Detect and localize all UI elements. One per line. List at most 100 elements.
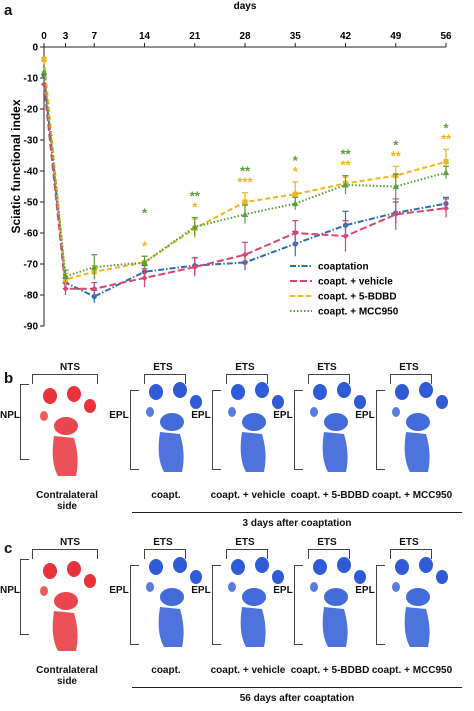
group-underline	[132, 512, 462, 513]
data-point	[241, 211, 249, 217]
significance-orange: *	[142, 238, 148, 253]
group-caption: coapt. + vehicle	[210, 665, 286, 676]
epl-label: EPL	[191, 585, 211, 596]
ets-bracket	[144, 374, 186, 384]
x-axis-label: days	[234, 1, 257, 12]
legend-entry: coapt. + MCC950	[318, 307, 399, 318]
group-time-label: 56 days after coaptation	[239, 693, 355, 704]
x-tick-label: 35	[290, 31, 302, 42]
data-point	[62, 273, 69, 279]
ets-label: ETS	[153, 537, 173, 548]
ets-label: ETS	[399, 537, 419, 548]
series-line-2	[43, 59, 447, 281]
ets-bracket	[390, 549, 432, 559]
data-point	[62, 285, 69, 292]
experimental-footprint	[384, 380, 464, 480]
experimental-footprint	[138, 555, 218, 655]
epl-label: EPL	[191, 410, 211, 421]
y-tick-label: -10	[24, 74, 39, 85]
x-tick-label: 21	[189, 31, 201, 42]
data-point	[191, 223, 198, 230]
epl-label: EPL	[109, 585, 129, 596]
y-tick-label: -90	[24, 322, 39, 333]
panel-letter-a: a	[4, 2, 13, 19]
group-caption: coapt. + MCC950	[371, 490, 453, 501]
contralateral-caption: Contralateral side	[36, 665, 98, 687]
epl-label: EPL	[109, 410, 129, 421]
ets-label: ETS	[235, 362, 255, 373]
y-tick-label: -40	[24, 167, 39, 178]
ets-label: ETS	[153, 362, 173, 373]
legend-entry: coapt. + 5-BDBD	[318, 292, 397, 303]
significance-green: *	[393, 137, 399, 152]
data-point	[141, 274, 148, 281]
epl-bracket	[376, 565, 385, 645]
contralateral-footprint	[32, 559, 112, 659]
ets-label: ETS	[317, 537, 337, 548]
ets-label: ETS	[317, 362, 337, 373]
legend-entry: coaptation	[318, 262, 369, 273]
epl-bracket	[294, 565, 303, 645]
data-point	[242, 251, 248, 258]
y-tick-label: 0	[32, 43, 38, 54]
data-point	[91, 285, 98, 292]
data-point	[443, 159, 449, 165]
nts-bracket	[32, 549, 98, 559]
panel-letter-c: c	[4, 540, 13, 557]
x-tick-label: 42	[340, 31, 352, 42]
data-point	[91, 263, 98, 270]
epl-label: EPL	[273, 410, 293, 421]
contralateral-caption: Contralateral side	[36, 490, 98, 512]
y-tick-label: -70	[24, 260, 39, 271]
significance-green: **	[240, 164, 251, 179]
epl-bracket	[212, 565, 221, 645]
epl-bracket	[130, 565, 139, 645]
group-underline	[132, 687, 462, 688]
ets-bracket	[226, 549, 268, 559]
significance-orange: ***	[237, 175, 253, 190]
significance-green: *	[443, 120, 449, 135]
y-tick-label: -20	[24, 105, 39, 116]
data-point	[292, 191, 298, 197]
x-tick-label: 49	[390, 31, 402, 42]
group-caption: coapt. + vehicle	[210, 490, 286, 501]
data-point	[392, 183, 399, 190]
data-point	[342, 181, 349, 188]
ets-label: ETS	[399, 362, 419, 373]
data-point	[292, 230, 299, 236]
y-tick-label: -30	[24, 136, 39, 147]
x-tick-label: 0	[41, 31, 47, 42]
experimental-footprint	[302, 555, 382, 655]
y-tick-label: -50	[24, 198, 39, 209]
group-caption: coapt. + MCC950	[371, 665, 453, 676]
data-point	[191, 264, 198, 271]
epl-bracket	[130, 390, 139, 470]
significance-orange: **	[340, 158, 351, 173]
legend-entry: coapt. + vehicle	[318, 277, 393, 288]
x-tick-label: 28	[239, 31, 251, 42]
data-point	[91, 293, 97, 300]
ets-bracket	[144, 549, 186, 559]
group-caption: coapt.	[151, 490, 181, 501]
nts-bracket	[32, 374, 98, 384]
epl-label: EPL	[355, 410, 375, 421]
experimental-footprint	[302, 380, 382, 480]
group-caption: coapt. + 5-BDBD	[290, 665, 370, 676]
x-tick-label: 3	[63, 31, 69, 42]
y-axis-label: Sciatic functional index	[9, 99, 23, 233]
ets-bracket	[390, 374, 432, 384]
sfi-line-chart: days 0 3 7 14 21 28 35 42 49 56 0 -10 -20 -30 -40 -50 -60…	[9, 1, 452, 333]
data-point	[443, 205, 449, 212]
data-point	[41, 56, 47, 62]
experimental-footprint	[384, 555, 464, 655]
nts-label: NTS	[60, 362, 80, 373]
npl-label: NPL	[0, 410, 20, 421]
group-caption: coapt. + 5-BDBD	[290, 490, 370, 501]
group-time-label: 3 days after coaptation	[242, 518, 352, 529]
npl-label: NPL	[0, 585, 20, 596]
nts-label: NTS	[60, 537, 80, 548]
data-point	[442, 169, 450, 176]
y-tick-label: -60	[24, 229, 39, 240]
data-point	[392, 211, 399, 218]
ets-bracket	[226, 374, 268, 384]
